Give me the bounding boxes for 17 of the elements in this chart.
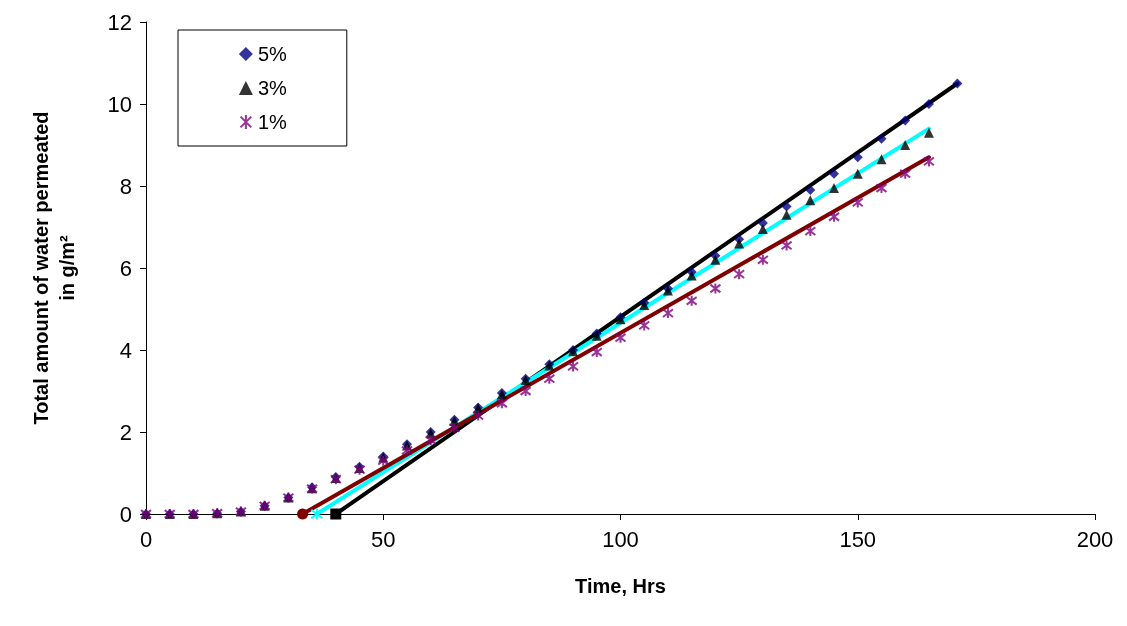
y-tick-label: 4 bbox=[119, 337, 132, 363]
y-tick-label: 8 bbox=[119, 173, 132, 199]
x-tick-label: 100 bbox=[602, 526, 639, 552]
x-tick-label: 200 bbox=[1076, 526, 1114, 552]
legend-label: 5% bbox=[257, 43, 288, 65]
legend-label: 1% bbox=[257, 111, 288, 133]
y-tick-label: 0 bbox=[119, 501, 132, 527]
x-axis-title: Time, Hrs bbox=[575, 575, 666, 597]
y-tick-label: 10 bbox=[107, 91, 132, 117]
x-tick-label: 50 bbox=[371, 526, 396, 552]
x-tick-label: 150 bbox=[839, 526, 877, 552]
x-tick-label: 0 bbox=[139, 526, 153, 552]
y-tick-label: 12 bbox=[107, 9, 132, 35]
y-tick-label: 2 bbox=[119, 419, 132, 445]
y-axis-title: Total amount of water permeated in g/m² bbox=[30, 111, 78, 425]
legend-label: 3% bbox=[257, 77, 288, 99]
y-tick-label: 6 bbox=[119, 255, 132, 281]
